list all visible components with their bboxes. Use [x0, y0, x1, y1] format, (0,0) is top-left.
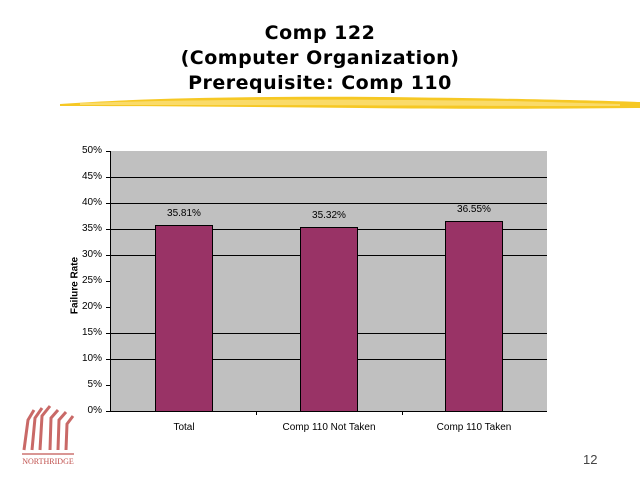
y-tick-label: 0% — [87, 405, 102, 416]
y-tick-mark — [106, 385, 110, 386]
data-label: 35.81% — [167, 208, 201, 219]
y-axis-title: Failure Rate — [69, 256, 81, 315]
y-tick-mark — [106, 177, 110, 178]
y-tick-label: 15% — [81, 327, 102, 338]
y-tick-label: 25% — [81, 275, 102, 286]
x-category-label: Total — [173, 422, 195, 433]
northridge-logo-icon: NORTHRIDGE — [22, 405, 75, 466]
page-number: 12 — [583, 452, 598, 467]
y-tick-label: 50% — [81, 145, 102, 156]
y-tick-mark — [106, 203, 110, 204]
y-tick-mark — [106, 307, 110, 308]
bar — [300, 227, 358, 411]
data-label: 35.32% — [312, 210, 346, 221]
bar — [155, 225, 213, 411]
slide-title-line-1: Comp 122 — [264, 22, 376, 44]
slide-title-line-3: Prerequisite: Comp 110 — [188, 72, 452, 94]
y-axis — [110, 151, 111, 412]
x-category-label: Comp 110 Taken — [436, 422, 512, 433]
svg-text:NORTHRIDGE: NORTHRIDGE — [22, 457, 74, 466]
yellow-brush-stroke — [60, 96, 640, 109]
y-tick-mark — [106, 333, 110, 334]
x-tick-mark — [402, 411, 403, 415]
slide-title-line-2: (Computer Organization) — [180, 47, 460, 69]
data-label: 36.55% — [457, 204, 491, 215]
y-tick-label: 5% — [87, 379, 102, 390]
y-tick-mark — [106, 411, 110, 412]
x-tick-mark — [256, 411, 257, 415]
y-tick-mark — [106, 359, 110, 360]
y-tick-mark — [106, 151, 110, 152]
y-tick-mark — [106, 229, 110, 230]
y-tick-mark — [106, 255, 110, 256]
y-tick-label: 35% — [81, 223, 102, 234]
y-tick-label: 40% — [81, 197, 102, 208]
y-tick-label: 10% — [81, 353, 102, 364]
gridline — [111, 177, 547, 178]
y-tick-mark — [106, 281, 110, 282]
y-tick-label: 45% — [81, 171, 102, 182]
y-tick-label: 20% — [81, 301, 102, 312]
bar — [445, 221, 503, 411]
gridline — [111, 203, 547, 204]
x-axis — [106, 411, 547, 412]
y-tick-label: 30% — [81, 249, 102, 260]
x-category-label: Comp 110 Not Taken — [282, 422, 376, 433]
